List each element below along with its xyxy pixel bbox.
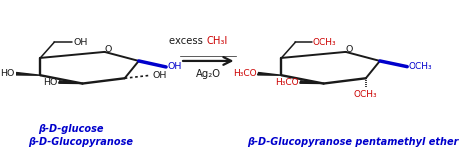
Text: OCH₃: OCH₃ [354,90,378,98]
Text: Ag₂O: Ag₂O [196,69,221,79]
Text: O: O [345,45,353,54]
Text: HO: HO [44,78,58,86]
Text: CH₃I: CH₃I [206,36,228,46]
Text: OH: OH [152,71,166,80]
Text: OH: OH [73,38,88,47]
Text: excess: excess [169,36,206,46]
Text: HO: HO [0,69,15,78]
Text: β-D-Glucopyranose pentamethyl ether: β-D-Glucopyranose pentamethyl ether [247,136,459,147]
Polygon shape [300,81,324,84]
Polygon shape [257,73,282,75]
Text: β-D-glucose: β-D-glucose [37,124,103,135]
Polygon shape [59,81,82,84]
Text: O: O [104,45,111,54]
Text: OCH₃: OCH₃ [313,38,337,47]
Text: H₃CO: H₃CO [233,69,257,78]
Text: OH: OH [168,62,182,71]
Text: H₃CO: H₃CO [275,78,299,86]
Text: OCH₃: OCH₃ [409,62,432,71]
Text: β-D-Glucopyranose: β-D-Glucopyranose [28,136,133,147]
Polygon shape [16,73,40,75]
